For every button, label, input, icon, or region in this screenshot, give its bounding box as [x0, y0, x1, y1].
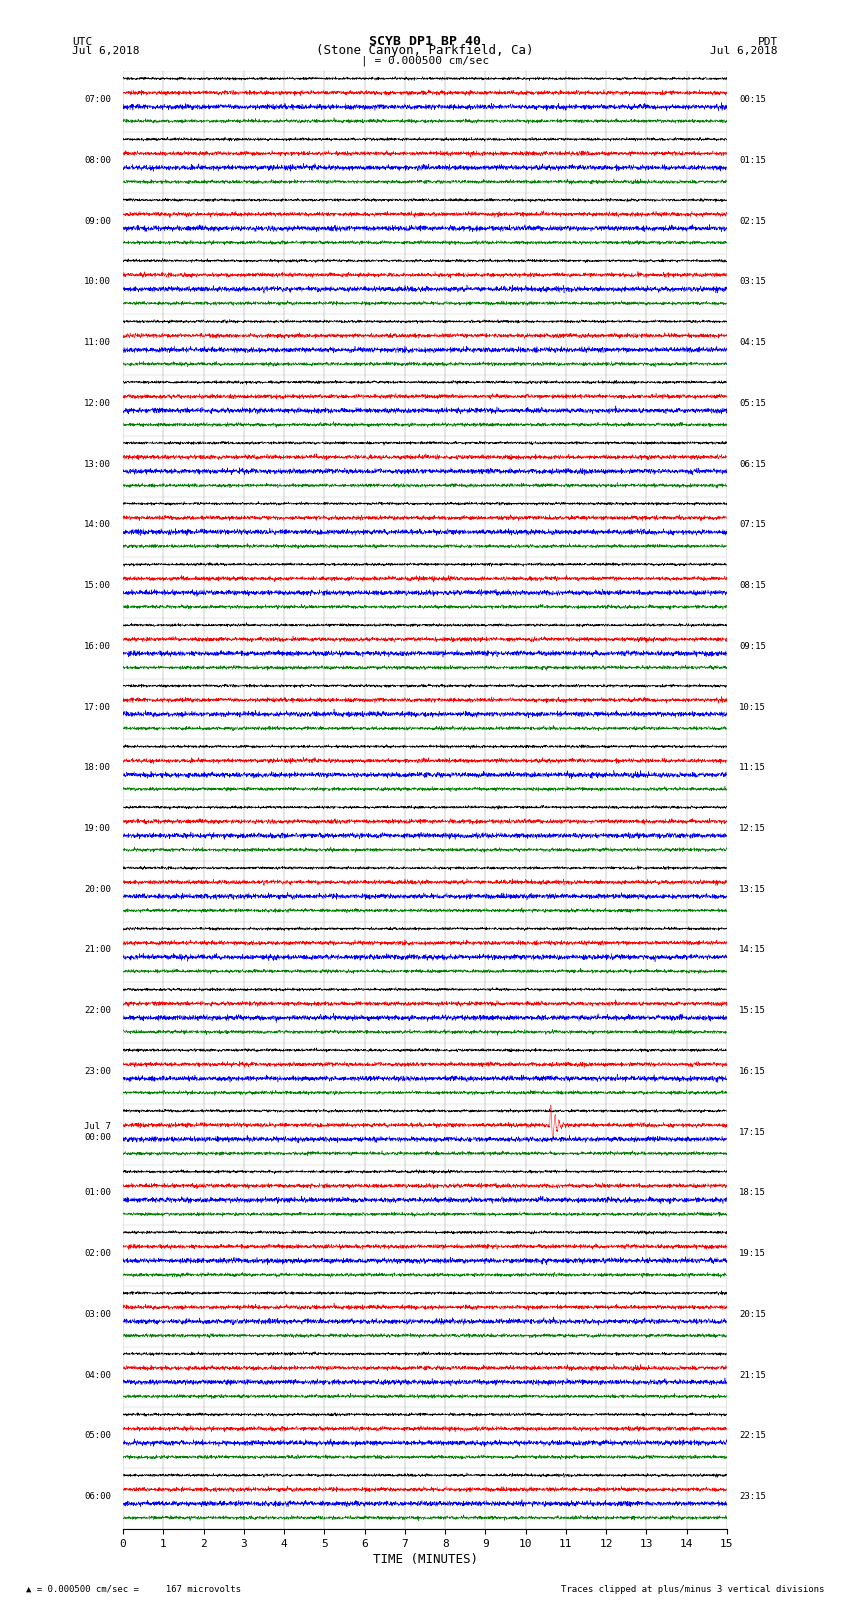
Text: 10:15: 10:15 — [739, 703, 766, 711]
Text: 18:15: 18:15 — [739, 1189, 766, 1197]
Text: 23:15: 23:15 — [739, 1492, 766, 1502]
Text: (Stone Canyon, Parkfield, Ca): (Stone Canyon, Parkfield, Ca) — [316, 44, 534, 58]
Text: 22:00: 22:00 — [84, 1007, 111, 1015]
Text: 02:00: 02:00 — [84, 1248, 111, 1258]
Text: 20:00: 20:00 — [84, 884, 111, 894]
Text: 16:15: 16:15 — [739, 1066, 766, 1076]
Text: 06:15: 06:15 — [739, 460, 766, 469]
Text: 16:00: 16:00 — [84, 642, 111, 650]
Text: 05:00: 05:00 — [84, 1431, 111, 1440]
Text: 05:15: 05:15 — [739, 398, 766, 408]
Text: 01:15: 01:15 — [739, 156, 766, 165]
Text: 08:15: 08:15 — [739, 581, 766, 590]
Text: 09:15: 09:15 — [739, 642, 766, 650]
Text: Jul 6,2018: Jul 6,2018 — [72, 45, 139, 56]
Text: 12:00: 12:00 — [84, 398, 111, 408]
X-axis label: TIME (MINUTES): TIME (MINUTES) — [372, 1553, 478, 1566]
Text: 13:00: 13:00 — [84, 460, 111, 469]
Text: 17:00: 17:00 — [84, 703, 111, 711]
Text: 14:00: 14:00 — [84, 521, 111, 529]
Text: Traces clipped at plus/minus 3 vertical divisions: Traces clipped at plus/minus 3 vertical … — [561, 1584, 824, 1594]
Text: 23:00: 23:00 — [84, 1066, 111, 1076]
Text: 13:15: 13:15 — [739, 884, 766, 894]
Text: 21:00: 21:00 — [84, 945, 111, 955]
Text: 22:15: 22:15 — [739, 1431, 766, 1440]
Text: 03:00: 03:00 — [84, 1310, 111, 1319]
Text: 08:00: 08:00 — [84, 156, 111, 165]
Text: 02:15: 02:15 — [739, 216, 766, 226]
Text: Jul 6,2018: Jul 6,2018 — [711, 45, 778, 56]
Text: 14:15: 14:15 — [739, 945, 766, 955]
Text: 12:15: 12:15 — [739, 824, 766, 832]
Text: 20:15: 20:15 — [739, 1310, 766, 1319]
Text: PDT: PDT — [757, 37, 778, 47]
Text: 17:15: 17:15 — [739, 1127, 766, 1137]
Text: 18:00: 18:00 — [84, 763, 111, 773]
Text: 06:00: 06:00 — [84, 1492, 111, 1502]
Text: 07:15: 07:15 — [739, 521, 766, 529]
Text: 11:15: 11:15 — [739, 763, 766, 773]
Text: 19:00: 19:00 — [84, 824, 111, 832]
Text: 01:00: 01:00 — [84, 1189, 111, 1197]
Text: ▲ = 0.000500 cm/sec =     167 microvolts: ▲ = 0.000500 cm/sec = 167 microvolts — [26, 1584, 241, 1594]
Text: 07:00: 07:00 — [84, 95, 111, 105]
Text: 09:00: 09:00 — [84, 216, 111, 226]
Text: 00:15: 00:15 — [739, 95, 766, 105]
Text: SCYB DP1 BP 40: SCYB DP1 BP 40 — [369, 34, 481, 47]
Text: 10:00: 10:00 — [84, 277, 111, 287]
Text: 15:00: 15:00 — [84, 581, 111, 590]
Text: UTC: UTC — [72, 37, 93, 47]
Text: 19:15: 19:15 — [739, 1248, 766, 1258]
Text: 04:00: 04:00 — [84, 1371, 111, 1379]
Text: 11:00: 11:00 — [84, 339, 111, 347]
Text: Jul 7
00:00: Jul 7 00:00 — [84, 1123, 111, 1142]
Text: 04:15: 04:15 — [739, 339, 766, 347]
Text: 21:15: 21:15 — [739, 1371, 766, 1379]
Text: 15:15: 15:15 — [739, 1007, 766, 1015]
Text: 03:15: 03:15 — [739, 277, 766, 287]
Text: | = 0.000500 cm/sec: | = 0.000500 cm/sec — [361, 55, 489, 66]
